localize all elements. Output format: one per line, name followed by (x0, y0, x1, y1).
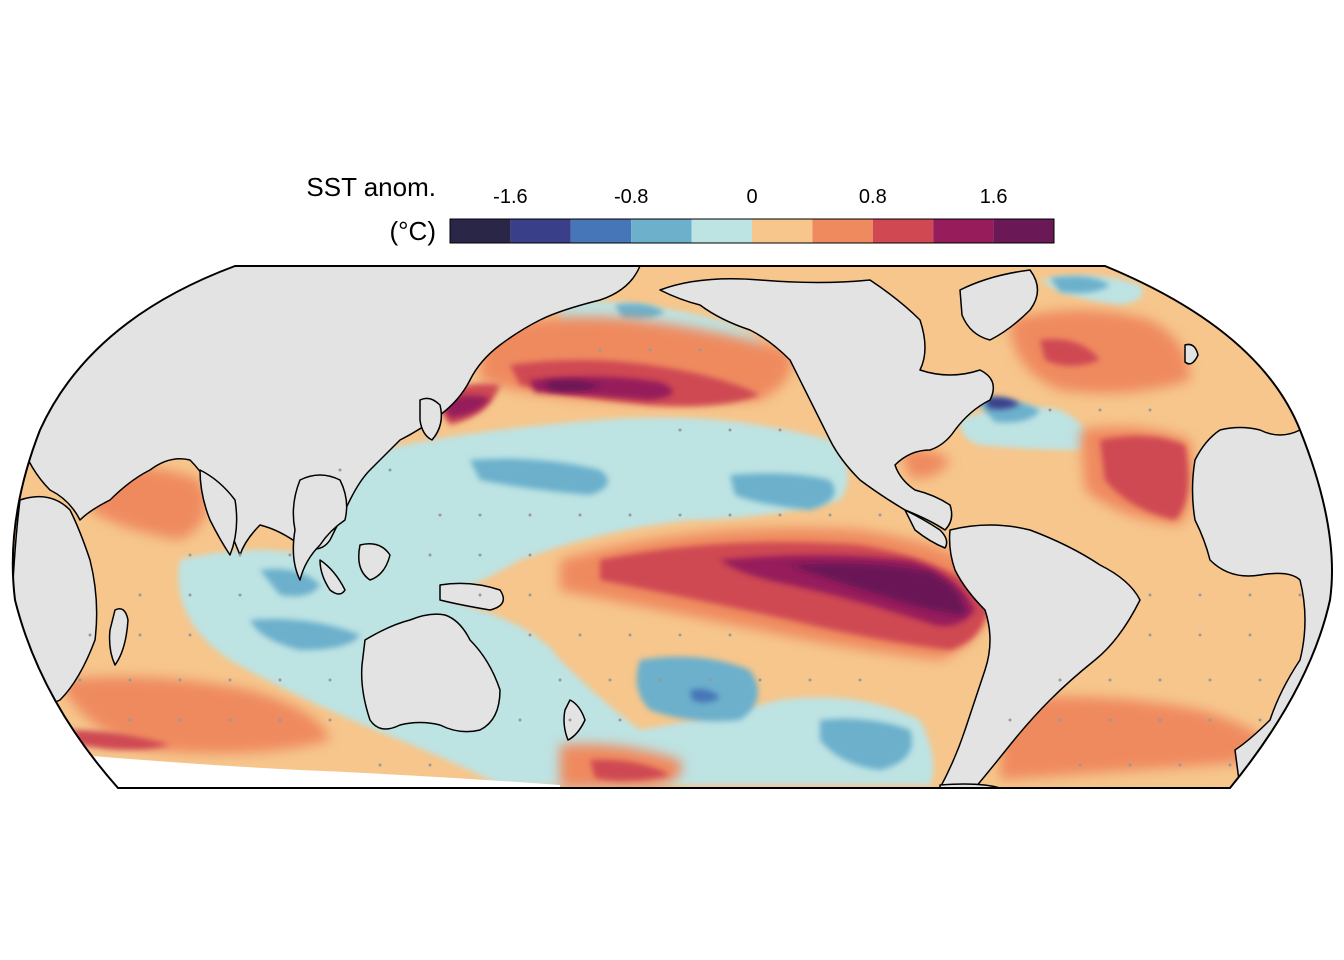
no-data-region (12, 755, 560, 788)
colorbar-frame (449, 218, 1055, 244)
ocean-darkpurple-anomalies (545, 380, 965, 615)
colorbar-bin (631, 219, 692, 243)
colorbar-bin (812, 219, 873, 243)
colorbar-tick-label: 0 (746, 186, 758, 208)
colorbar-tick-label: -0.8 (613, 186, 649, 208)
colorbar-bin (570, 219, 632, 243)
land-greenland (959, 269, 1039, 341)
ocean-blue-anomalies (250, 276, 1110, 770)
land-masses (12, 266, 1332, 788)
land-australia (360, 613, 501, 733)
colorbar-tick-label: 0.8 (858, 186, 887, 208)
land-new-zealand (563, 699, 586, 741)
land-sumatra (319, 559, 346, 595)
significance-stippling (78, 348, 1302, 767)
land-south-america (939, 524, 1141, 788)
colorbar-tick-label: 1.6 (979, 186, 1008, 208)
colorbar-bin (691, 219, 752, 243)
colorbar-bin (510, 219, 571, 243)
colorbar-bin (450, 219, 511, 243)
colorbar (450, 219, 1054, 243)
land-uk (1184, 343, 1199, 365)
colorbar-bin (993, 219, 1054, 243)
map-area (12, 266, 1332, 788)
land-new-guinea (439, 582, 505, 611)
legend-title: SST anom. (306, 172, 436, 202)
land-central-america (904, 509, 948, 549)
land-north-america (659, 278, 995, 531)
land-japan (419, 397, 443, 441)
legend-units: (°C) (389, 216, 437, 246)
land-borneo (358, 543, 391, 581)
ocean-darkblue-anomalies (690, 396, 1020, 703)
land-se-asia (292, 474, 348, 581)
map-frame (11, 265, 1333, 789)
colorbar-bin (752, 219, 813, 243)
colorbar-bin (872, 219, 934, 243)
colorbar-bin (933, 219, 994, 243)
land-india (199, 469, 238, 556)
land-madagascar (108, 608, 129, 666)
colorbar-tick-label: -1.6 (493, 186, 528, 208)
